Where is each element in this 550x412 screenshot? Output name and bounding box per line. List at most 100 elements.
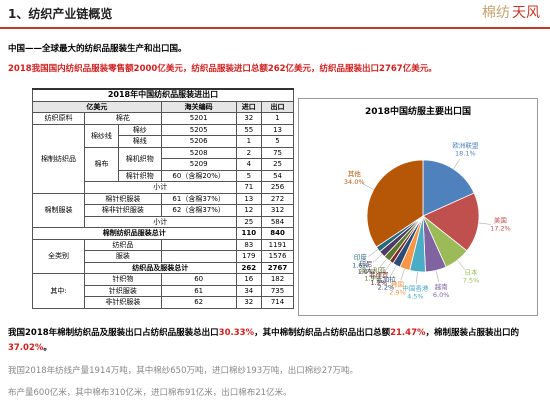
slice-label: 其他 <box>348 169 362 178</box>
text: 天风 <box>512 5 540 21</box>
table-cell: 全类别 <box>31 238 86 274</box>
slice-label: 日本 <box>465 267 479 276</box>
text: 我国2018年棉制纺织品及服装出口占纺织品服装总出口 <box>8 328 219 338</box>
table-cell: 34 <box>235 284 263 297</box>
slice-label: 孟加拉 <box>376 275 396 284</box>
table-cell: 1576 <box>261 250 294 263</box>
table-cell: 179 <box>235 250 263 263</box>
leader-line <box>390 265 397 276</box>
table-cell: 110 <box>235 227 263 240</box>
table-cell: 61（含棉37%） <box>160 192 237 205</box>
text: 。 <box>43 343 52 353</box>
table-cell: 棉布 <box>84 146 119 182</box>
table-cell: 进口 <box>235 100 263 113</box>
table-cell: 16 <box>235 273 263 286</box>
leader-line <box>453 158 461 170</box>
logo: 棉纺 天风 <box>482 2 540 22</box>
table-cell: 棉非针织服装 <box>84 204 162 217</box>
table-cell: 纺织品 <box>84 238 162 251</box>
highlight: 2018我国国内纺织品服装零售额2000亿美元，纺织品服装进口总额262亿美元，… <box>8 64 437 74</box>
leader-line <box>478 222 491 225</box>
slice-value: 1.9% <box>358 268 375 276</box>
slice-label: 印度 <box>354 252 368 261</box>
table-cell: 5205 <box>160 123 237 136</box>
table-cell: 2767 <box>261 261 294 274</box>
table-cell: 256 <box>261 181 294 194</box>
table-cell: 182 <box>261 273 294 286</box>
table-cell: 1 <box>261 112 294 125</box>
slice-label: 中国香港 <box>402 284 429 293</box>
table-cell: 5201 <box>160 112 237 125</box>
table-cell: 13 <box>235 192 263 205</box>
table-cell: 5 <box>261 135 294 148</box>
leader-line <box>400 268 405 281</box>
slide-title: 1、纺织产业链概览 <box>8 7 113 21</box>
leader-line <box>378 258 388 269</box>
table-cell: 25 <box>261 158 294 171</box>
table-cell: 1191 <box>261 238 294 251</box>
text: 21.47% <box>390 328 426 338</box>
table-cell: 2 <box>235 146 263 159</box>
chart-title: 2018中国纺服主要出口国 <box>365 105 471 117</box>
table-cell: 亿美元 <box>32 100 162 113</box>
text: 37.02% <box>8 343 44 353</box>
table-cell: 83 <box>235 238 263 251</box>
table-cell: 735 <box>261 284 294 297</box>
table-cell: 5208 <box>160 146 237 159</box>
table-cell: 55 <box>235 123 263 136</box>
table-cell: 棉针织服装 <box>84 192 162 205</box>
table-cell: 服装 <box>84 250 162 263</box>
slice-label: 澳大利亚 <box>360 266 387 275</box>
table-cell: 25 <box>235 215 263 228</box>
leader-line <box>457 259 466 270</box>
slice-value: 34.0% <box>344 178 365 186</box>
slice-value: 18.1% <box>455 150 476 158</box>
table-cell: 棉针织物 <box>117 169 162 182</box>
table-cell: 棉花 <box>84 112 162 125</box>
slice-label: 韩国 <box>391 280 404 289</box>
text: ，其中棉制纺织品占纺织品出口总额 <box>254 328 391 338</box>
table-cell: 纺织品及服装总计 <box>84 261 237 274</box>
slice-value: 17.2% <box>490 225 511 233</box>
table-cell: 61 <box>160 284 237 297</box>
table-cell: 针织物 <box>84 273 162 286</box>
intro: 中国——全球最大的纺织品服装生产和出口国。 <box>8 44 187 54</box>
leader-line <box>362 183 374 190</box>
table-cell: 小计 <box>84 215 237 228</box>
table-cell: 棉线 <box>117 135 162 148</box>
table-cell: 小计 <box>84 181 237 194</box>
slice-label: 越南 <box>435 282 449 291</box>
table-cell: 5 <box>235 169 263 182</box>
table-cell: 272 <box>261 192 294 205</box>
slice-value: 1.6% <box>352 261 369 269</box>
divider <box>0 27 550 29</box>
table-cell: 棉制纺织品 <box>31 123 86 194</box>
text: 棉纺 <box>482 5 510 21</box>
pie-slice <box>422 192 480 252</box>
slice-value: 1.2% <box>371 279 388 287</box>
table-cell: 32 <box>235 296 263 309</box>
table-cell: 2018年中国纺织品服装进出口 <box>32 88 294 102</box>
table-cell: 60（含棉20%） <box>160 169 237 182</box>
pie-slice <box>422 159 475 217</box>
slice-label: 菲律宾 <box>369 270 389 279</box>
table-cell: 312 <box>261 204 294 217</box>
leader-line <box>373 253 383 263</box>
table-cell: 54 <box>261 169 294 182</box>
table-cell: 5209 <box>160 158 237 171</box>
leader-line <box>416 271 418 284</box>
table-cell: 584 <box>261 215 294 228</box>
table-cell: 海关编码 <box>160 100 237 113</box>
table-cell: 62 <box>160 296 237 309</box>
text: ，棉制服装占服装出口的 <box>425 328 520 338</box>
leader-line <box>368 249 379 257</box>
table-cell: 75 <box>261 146 294 159</box>
note: 我国2018年纺线产量1914万吨，其中棉纱650万吨，进口棉纱193万吨，出口… <box>8 366 359 376</box>
table-cell: 60 <box>160 273 237 286</box>
table-cell: 纺织原料 <box>31 112 86 125</box>
table-cell: 棉纱线 <box>84 123 119 148</box>
slice-label: 美国 <box>494 216 507 225</box>
table-cell: 非针织服装 <box>84 296 162 309</box>
